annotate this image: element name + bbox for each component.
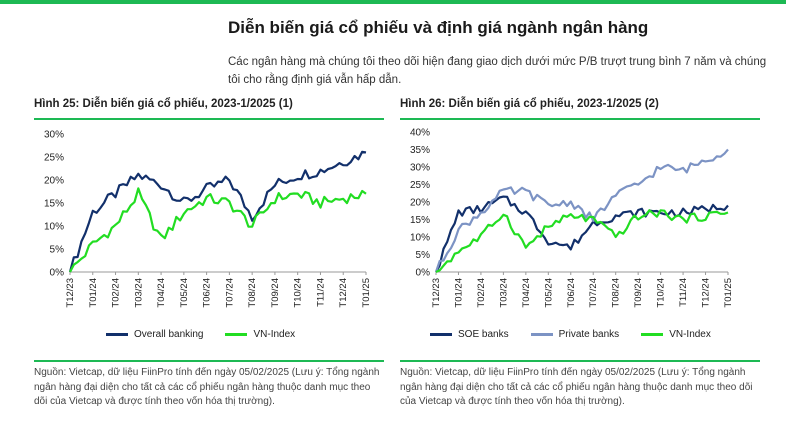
y-tick-label: 0% <box>50 268 65 279</box>
chart-figure-26-legend: SOE banks Private banks VN-Index <box>430 329 733 340</box>
x-tick-label: T03/24 <box>498 278 509 308</box>
x-tick-label: T01/25 <box>723 278 734 308</box>
y-tick-label: 5% <box>50 245 65 256</box>
legend-item: VN-Index <box>641 329 711 340</box>
x-tick-label: T10/24 <box>293 278 304 308</box>
figure-26-title: Hình 26: Diễn biến giá cổ phiếu, 2023-1/… <box>400 98 659 110</box>
chart-figure-25: 0% 5% 10% 15% 20% 25% 30% T12/23 T01/24 T02/24 T03… <box>34 120 384 355</box>
x-tick-label: T08/24 <box>611 278 622 308</box>
figure-25-top-rule <box>34 118 384 120</box>
x-tick-label: T05/24 <box>543 278 554 308</box>
y-tick-label: 30% <box>410 163 430 174</box>
legend-swatch <box>106 333 128 336</box>
legend-swatch <box>430 333 452 336</box>
legend-swatch <box>641 333 664 336</box>
legend-item: VN-Index <box>225 329 295 340</box>
series-line <box>435 209 729 273</box>
y-tick-label: 25% <box>44 153 64 164</box>
y-tick-label: 15% <box>44 199 64 210</box>
x-tick-label: T01/24 <box>88 278 99 308</box>
x-tick-label: T05/24 <box>179 278 190 308</box>
legend-label: Overall banking <box>134 329 204 340</box>
x-tick-label: T06/24 <box>566 278 577 308</box>
top-accent-bar <box>0 0 786 4</box>
x-tick-label: T03/24 <box>133 278 144 308</box>
legend-item: Private banks <box>530 329 620 340</box>
legend-item: Overall banking <box>106 329 203 340</box>
x-tick-label: T08/24 <box>247 278 258 308</box>
x-tick-label: T12/23 <box>431 278 442 308</box>
figure-25-source: Nguồn: Vietcap, dữ liệu FiinPro tính đến… <box>34 367 380 407</box>
x-tick-label: T12/24 <box>701 278 712 308</box>
legend-label: VN-Index <box>669 329 711 340</box>
intro-paragraph: Các ngân hàng mà chúng tôi theo dõi hiện… <box>228 56 767 86</box>
y-tick-label: 20% <box>44 176 64 187</box>
legend-item: SOE banks <box>430 329 509 340</box>
legend-label: Private banks <box>558 329 620 340</box>
x-tick-label: T02/24 <box>111 278 122 308</box>
x-tick-label: T09/24 <box>633 278 644 308</box>
series-line <box>434 148 729 273</box>
y-tick-label: 15% <box>410 215 430 226</box>
y-tick-label: 10% <box>410 233 430 244</box>
series-line <box>68 150 367 273</box>
x-tick-label: T11/24 <box>678 278 689 307</box>
chart-figure-26: 0% 5% 10% 15% 20% 25% 30% 35% 40% T12/23 T01/24 T02… <box>400 120 760 355</box>
y-tick-label: 25% <box>410 180 430 191</box>
series-line <box>69 187 367 273</box>
page-title: Diễn biến giá cổ phiếu và định giá ngành… <box>228 18 649 37</box>
x-tick-label: T06/24 <box>202 278 213 308</box>
figure-26-source: Nguồn: Vietcap, dữ liệu FiinPro tính đến… <box>400 367 753 407</box>
x-tick-label: T10/24 <box>656 278 667 308</box>
x-tick-label: T04/24 <box>521 278 532 308</box>
x-tick-label: T11/24 <box>315 278 326 307</box>
chart-figure-25-legend: Overall banking VN-Index <box>106 329 317 340</box>
y-tick-label: 0% <box>416 268 431 279</box>
figure-25-bottom-rule <box>34 360 384 362</box>
x-tick-label: T12/24 <box>338 278 349 308</box>
x-tick-label: T07/24 <box>588 278 599 308</box>
chart-figure-25-svg: 0% 5% 10% 15% 20% 25% 30% T12/23 T01/24 T02/24 T03… <box>44 130 372 308</box>
y-tick-label: 30% <box>44 130 64 141</box>
legend-label: SOE banks <box>458 329 509 340</box>
x-tick-label: T01/25 <box>361 278 372 308</box>
y-tick-label: 20% <box>410 198 430 209</box>
x-tick-label: T04/24 <box>156 278 167 308</box>
figure-25-title: Hình 25: Diễn biến giá cổ phiếu, 2023-1/… <box>34 98 293 110</box>
legend-swatch <box>225 333 248 336</box>
y-tick-label: 5% <box>416 250 431 261</box>
x-tick-label: T01/24 <box>453 278 464 308</box>
figure-26-top-rule <box>400 118 760 120</box>
x-tick-label: T09/24 <box>270 278 281 308</box>
figure-26-bottom-rule <box>400 360 760 362</box>
y-tick-label: 35% <box>410 145 430 156</box>
x-tick-label: T02/24 <box>476 278 487 308</box>
y-tick-label: 10% <box>44 222 64 233</box>
x-tick-label: T12/23 <box>65 278 76 308</box>
legend-label: VN-Index <box>253 329 296 340</box>
x-tick-label: T07/24 <box>224 278 235 308</box>
chart-figure-26-svg: 0% 5% 10% 15% 20% 25% 30% 35% 40% T12/23 T01/24 T02… <box>410 128 734 308</box>
legend-swatch <box>530 333 553 336</box>
y-tick-label: 40% <box>410 128 430 139</box>
